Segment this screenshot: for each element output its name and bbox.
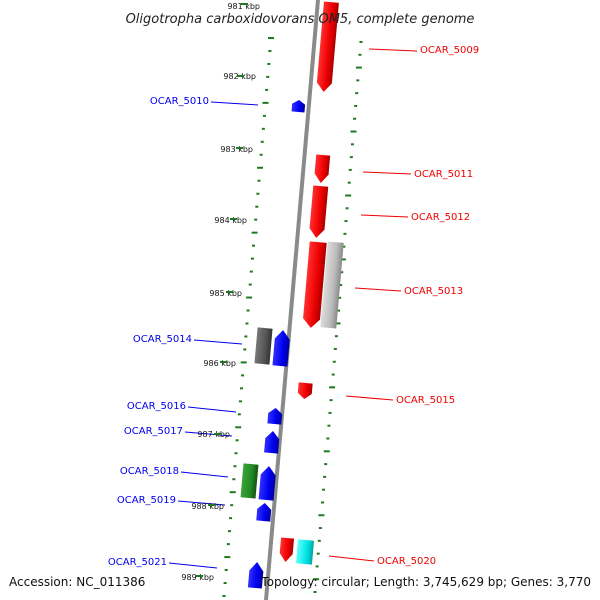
label-leader-line (360, 214, 409, 218)
gene-feature-ocar-5021[interactable] (247, 561, 264, 589)
tick-label: 984 kbp (214, 216, 247, 225)
label-leader-line (177, 500, 226, 506)
topology-text: Topology: circular; Length: 3,745,629 bp… (260, 575, 591, 589)
label-leader-line (362, 171, 412, 175)
label-leader-line (345, 395, 394, 401)
accession-text: Accession: NC_011386 (9, 575, 145, 589)
tick-label: 981 kbp (227, 2, 260, 11)
gene-feature-gray[interactable] (320, 241, 344, 329)
gene-label-ocar-5010[interactable]: OCAR_5010 (150, 96, 209, 107)
gene-feature-ocar-5012[interactable] (309, 185, 329, 238)
label-leader-line (210, 101, 259, 106)
gene-feature-ocar-5013[interactable] (302, 241, 327, 328)
genome-backbone (264, 0, 320, 600)
tick-label: 986 kbp (203, 359, 236, 368)
gene-feature-ocar-5015[interactable] (297, 382, 313, 399)
gene-label-ocar-5009[interactable]: OCAR_5009 (420, 45, 479, 56)
genome-title: Oligotropha carboxidovorans OM5, complet… (126, 12, 475, 27)
gene-feature-ocar-5018[interactable] (258, 465, 277, 501)
gene-label-ocar-5012[interactable]: OCAR_5012 (411, 212, 470, 223)
tick-label: 983 kbp (220, 145, 253, 154)
gene-feature-ocar-5009[interactable] (316, 1, 339, 93)
gene-label-ocar-5015[interactable]: OCAR_5015 (396, 395, 455, 406)
gene-label-ocar-5016[interactable]: OCAR_5016 (127, 401, 186, 412)
gene-label-ocar-5021[interactable]: OCAR_5021 (108, 557, 167, 568)
label-leaders: OCAR_5009 OCAR_5010 OCAR_5011 OCAR_5012 OCAR… (108, 45, 479, 569)
gene-label-ocar-5018[interactable]: OCAR_5018 (120, 466, 179, 477)
tick-label: 989 kbp (181, 573, 214, 582)
label-leader-line (168, 562, 218, 569)
label-leader-line (184, 431, 233, 437)
label-leader-line (368, 48, 418, 52)
gene-feature-ocar-5017[interactable] (264, 430, 280, 454)
outer-dotted-track (313, 41, 363, 593)
gene-feature-ocar-5011[interactable] (314, 154, 331, 183)
gene-label-ocar-5013[interactable]: OCAR_5013 (404, 286, 463, 297)
tick-label: 987 kbp (197, 430, 230, 439)
gene-feature-ocar-5014[interactable] (272, 329, 290, 367)
gene-label-ocar-5020[interactable]: OCAR_5020 (377, 556, 436, 567)
inner-dotted-track (222, 37, 274, 597)
gene-feature-ocar-5016[interactable] (267, 407, 283, 425)
gene-feature-ocar-5019[interactable] (256, 502, 272, 522)
label-leader-line (187, 406, 237, 413)
gene-label-ocar-5014[interactable]: OCAR_5014 (133, 334, 192, 345)
gene-feature-dark-gray[interactable] (254, 327, 273, 365)
label-leader-line (180, 471, 229, 478)
gene-label-ocar-5017[interactable]: OCAR_5017 (124, 426, 183, 437)
gene-features (240, 1, 344, 589)
label-leader-line (354, 287, 402, 292)
tick-label: 985 kbp (209, 289, 242, 298)
label-leader-line (193, 339, 243, 345)
gene-feature-ocar-5010[interactable] (291, 99, 306, 113)
tick-label: 988 kbp (191, 502, 224, 511)
label-leader-line (328, 555, 375, 562)
gene-feature-ocar-5020[interactable] (279, 537, 295, 562)
gene-feature-green[interactable] (240, 463, 259, 499)
gene-feature-cyan[interactable] (295, 539, 315, 565)
gene-label-ocar-5019[interactable]: OCAR_5019 (117, 495, 176, 506)
gene-label-ocar-5011[interactable]: OCAR_5011 (414, 169, 473, 180)
